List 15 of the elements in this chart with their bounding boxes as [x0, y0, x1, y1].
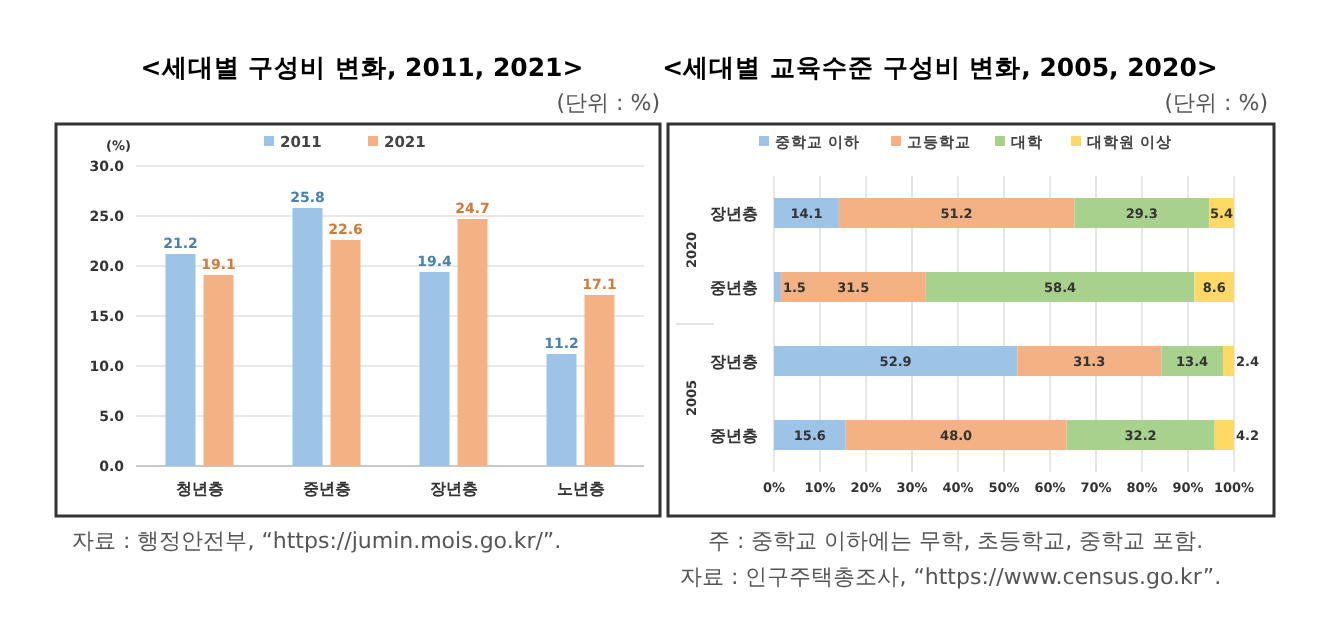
x-tick-label: 노년층 [556, 480, 605, 498]
x-tick-label: 청년층 [175, 480, 224, 498]
chart-title: <세대별 교육수준 구성비 변화, 2005, 2020> [662, 52, 1218, 82]
text: 주 : 중학교 이하에는 무학, 초등학교, 중학교 포함. [708, 528, 1204, 554]
y-tick-label: 중년층 [710, 427, 758, 445]
text: 자료 : 인구주택총조사, “https://www.census.go.kr”. [680, 564, 1222, 590]
chart-title: <세대별 구성비 변화, 2011, 2021> [140, 52, 584, 82]
y-tick-label: 장년층 [710, 353, 758, 371]
chart-subtitle: (단위 : %) [1164, 90, 1268, 116]
y-tick-label: 장년층 [710, 205, 758, 223]
text: 자료 : 행정안전부, “https://jumin.mois.go.kr/”. [72, 528, 562, 554]
x-tick-label: 장년층 [429, 480, 478, 498]
x-tick-label: 중년층 [302, 480, 351, 498]
y-tick-label: 중년층 [710, 279, 758, 297]
chart-subtitle: (단위 : %) [556, 90, 660, 116]
